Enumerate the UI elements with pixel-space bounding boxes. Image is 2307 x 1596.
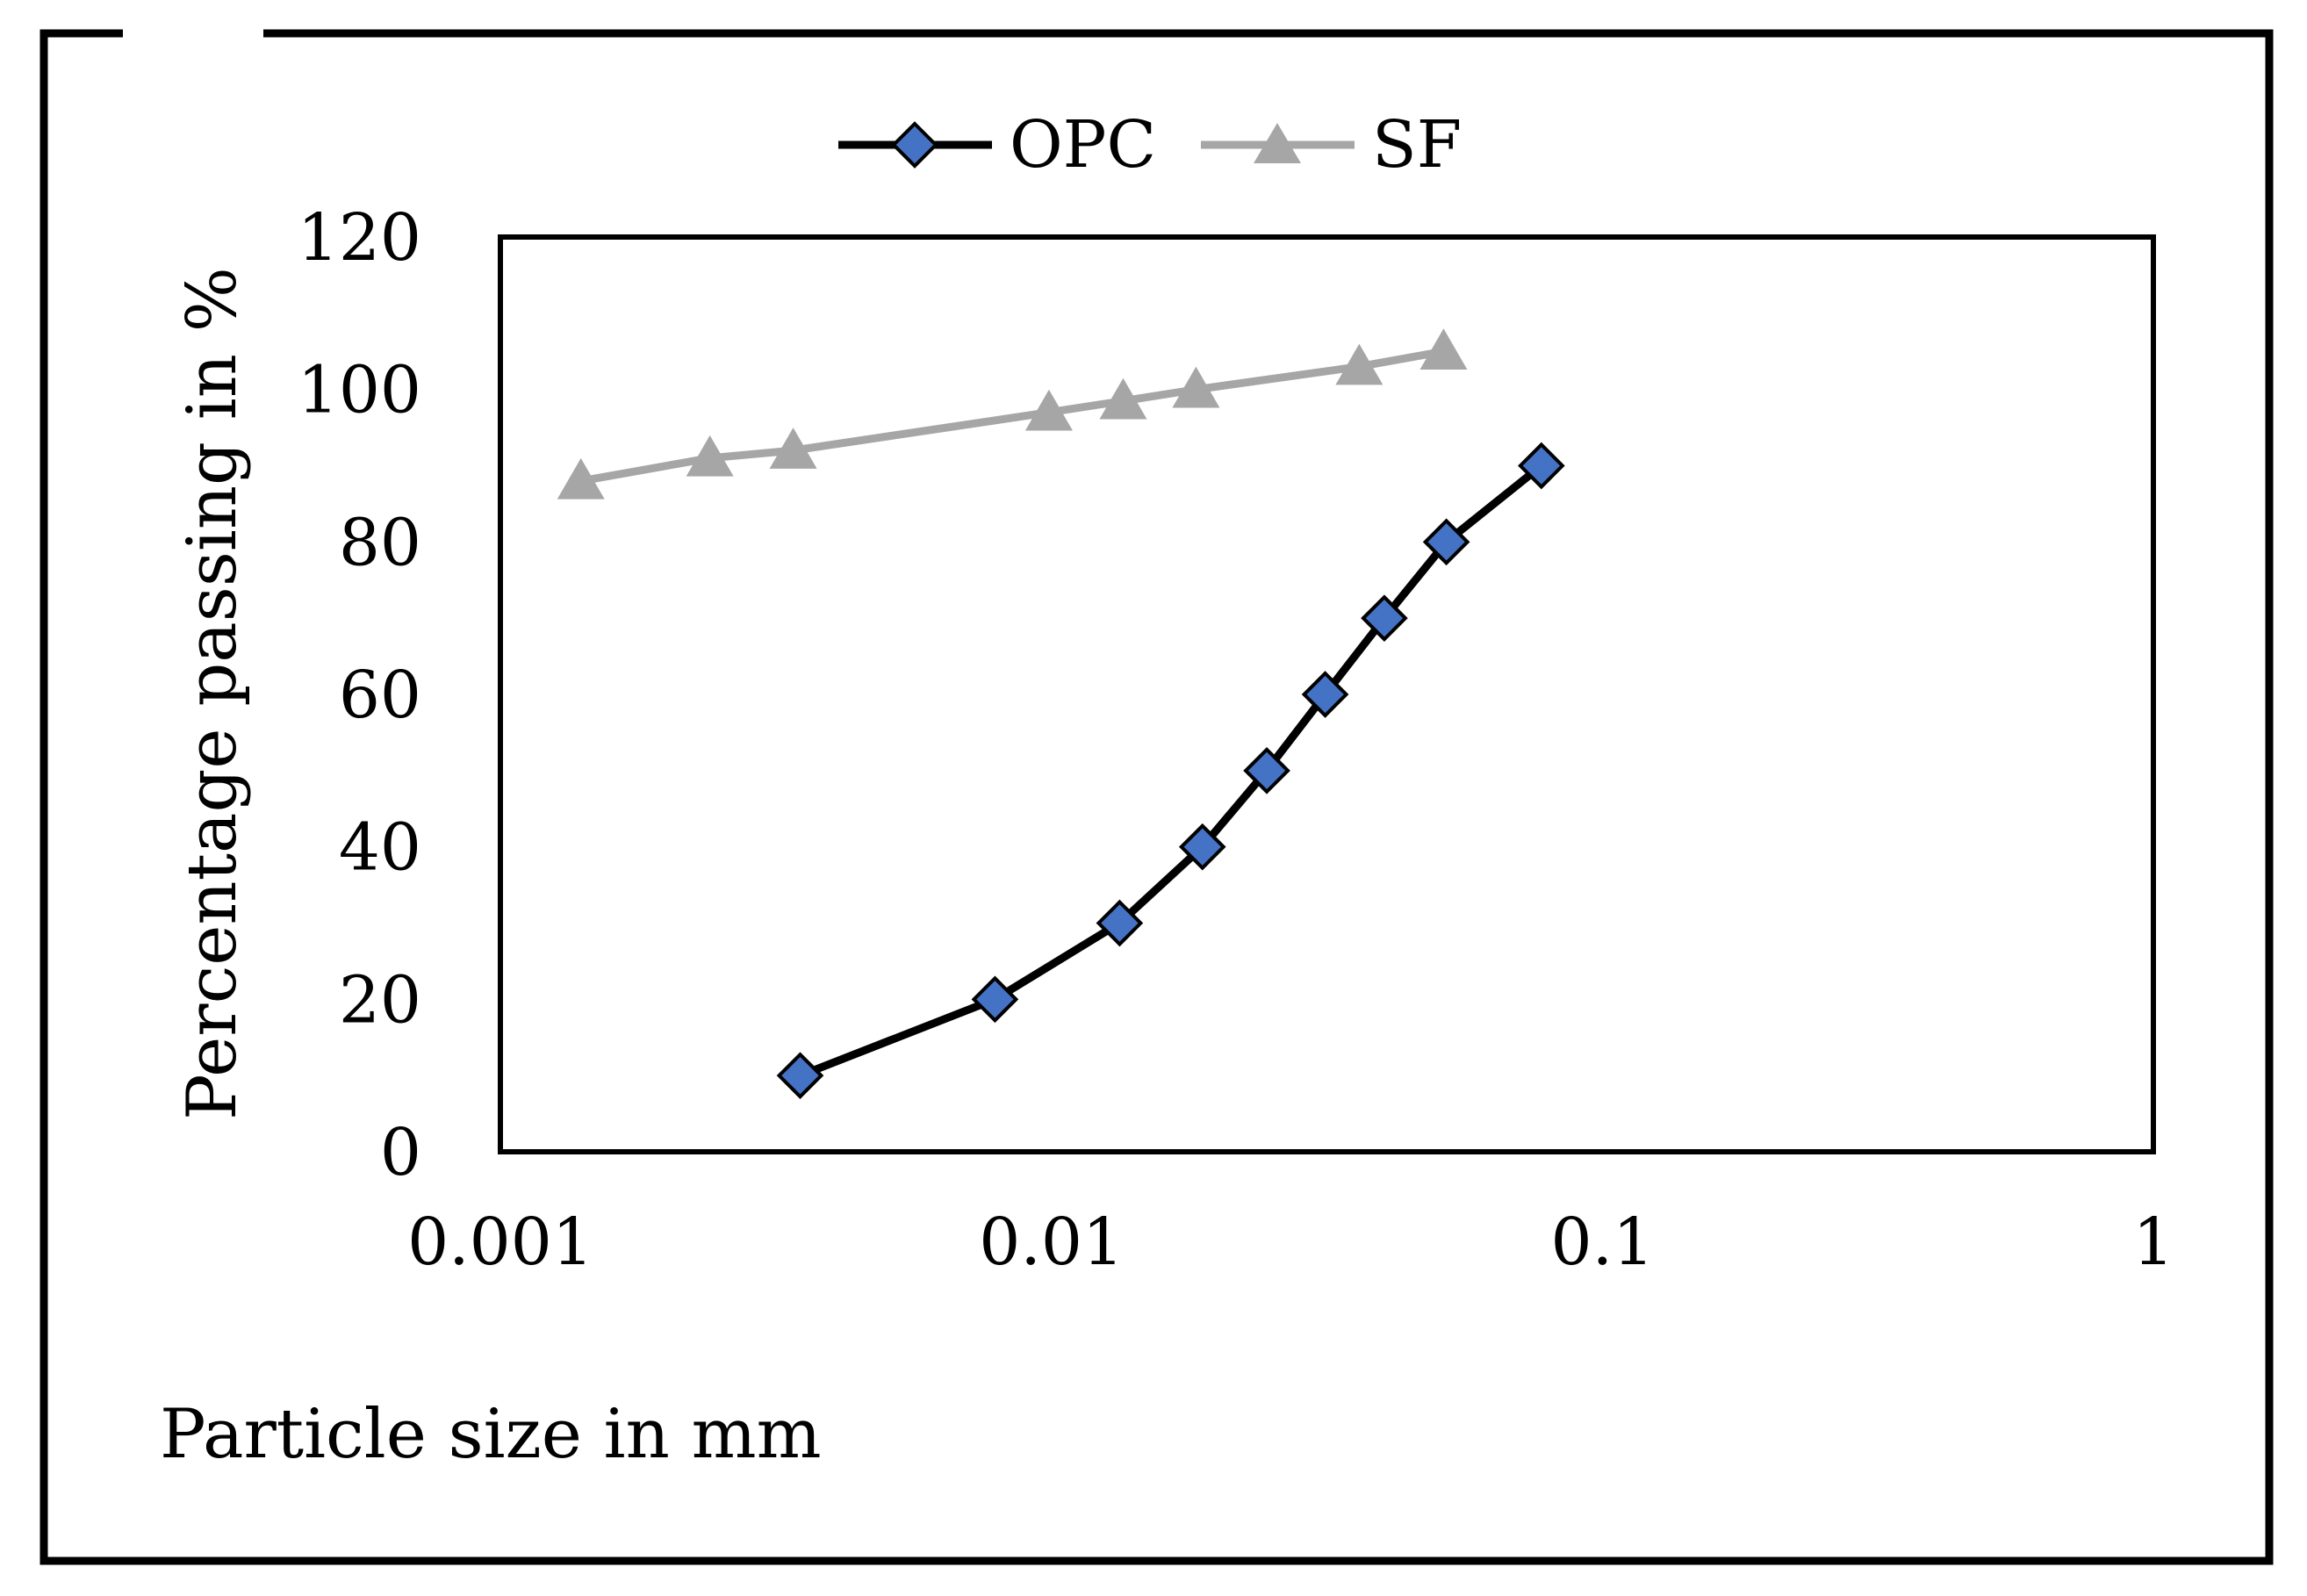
series-sf-point xyxy=(1172,366,1220,408)
legend-opc-label: OPC xyxy=(1010,107,1156,183)
y-tick-label: 60 xyxy=(339,658,421,733)
y-tick-label: 20 xyxy=(339,962,421,1038)
x-tick-label: 0.01 xyxy=(979,1204,1124,1280)
series-opc-point xyxy=(776,1052,824,1099)
y-axis-title: Percentage passing in % xyxy=(173,267,252,1120)
series-sf xyxy=(557,328,1468,500)
y-tick-label: 100 xyxy=(298,353,421,428)
y-tick-label: 0 xyxy=(380,1115,421,1190)
series-sf-point xyxy=(1335,343,1383,385)
x-axis-title: Particle size in mm xyxy=(160,1395,822,1474)
series-opc-point xyxy=(1301,671,1349,718)
series-sf-point xyxy=(1099,377,1147,420)
legend-sf-triangle-icon xyxy=(1254,123,1301,163)
series-opc-point xyxy=(1361,594,1408,642)
x-tick-label: 1 xyxy=(2132,1204,2174,1280)
series-layer xyxy=(557,328,1565,1099)
outer-frame xyxy=(40,29,2274,1565)
series-opc-point xyxy=(1096,899,1144,947)
series-opc-point xyxy=(1422,518,1470,566)
x-tick-label: 0.001 xyxy=(407,1204,593,1280)
legend-sf-label: SF xyxy=(1372,107,1462,183)
series-sf-point xyxy=(557,457,605,500)
series-sf-point xyxy=(1024,389,1073,431)
legend: OPC SF xyxy=(838,107,1462,183)
x-tick-label: 0.1 xyxy=(1550,1204,1654,1280)
series-opc-point xyxy=(1518,442,1565,490)
y-axis-ticks: 0 20 40 60 80 100 120 xyxy=(298,200,421,1190)
x-axis-ticks: 0.001 0.01 0.1 1 xyxy=(407,1204,2174,1280)
outer-frame-line xyxy=(40,29,2274,1565)
series-sf-point xyxy=(769,428,817,469)
series-opc-point xyxy=(1178,823,1226,871)
legend-item-opc: OPC xyxy=(838,107,1156,183)
series-opc-point xyxy=(971,975,1019,1024)
series-sf-line xyxy=(577,347,1448,485)
legend-opc-diamond-icon xyxy=(891,121,938,169)
series-opc-point xyxy=(1243,747,1290,794)
legend-item-sf: SF xyxy=(1201,107,1462,183)
series-sf-point xyxy=(1419,328,1468,370)
y-tick-label: 120 xyxy=(298,200,421,276)
series-opc xyxy=(776,442,1565,1099)
y-tick-label: 80 xyxy=(339,505,421,580)
series-sf-point xyxy=(686,435,734,477)
y-tick-label: 40 xyxy=(339,810,421,886)
